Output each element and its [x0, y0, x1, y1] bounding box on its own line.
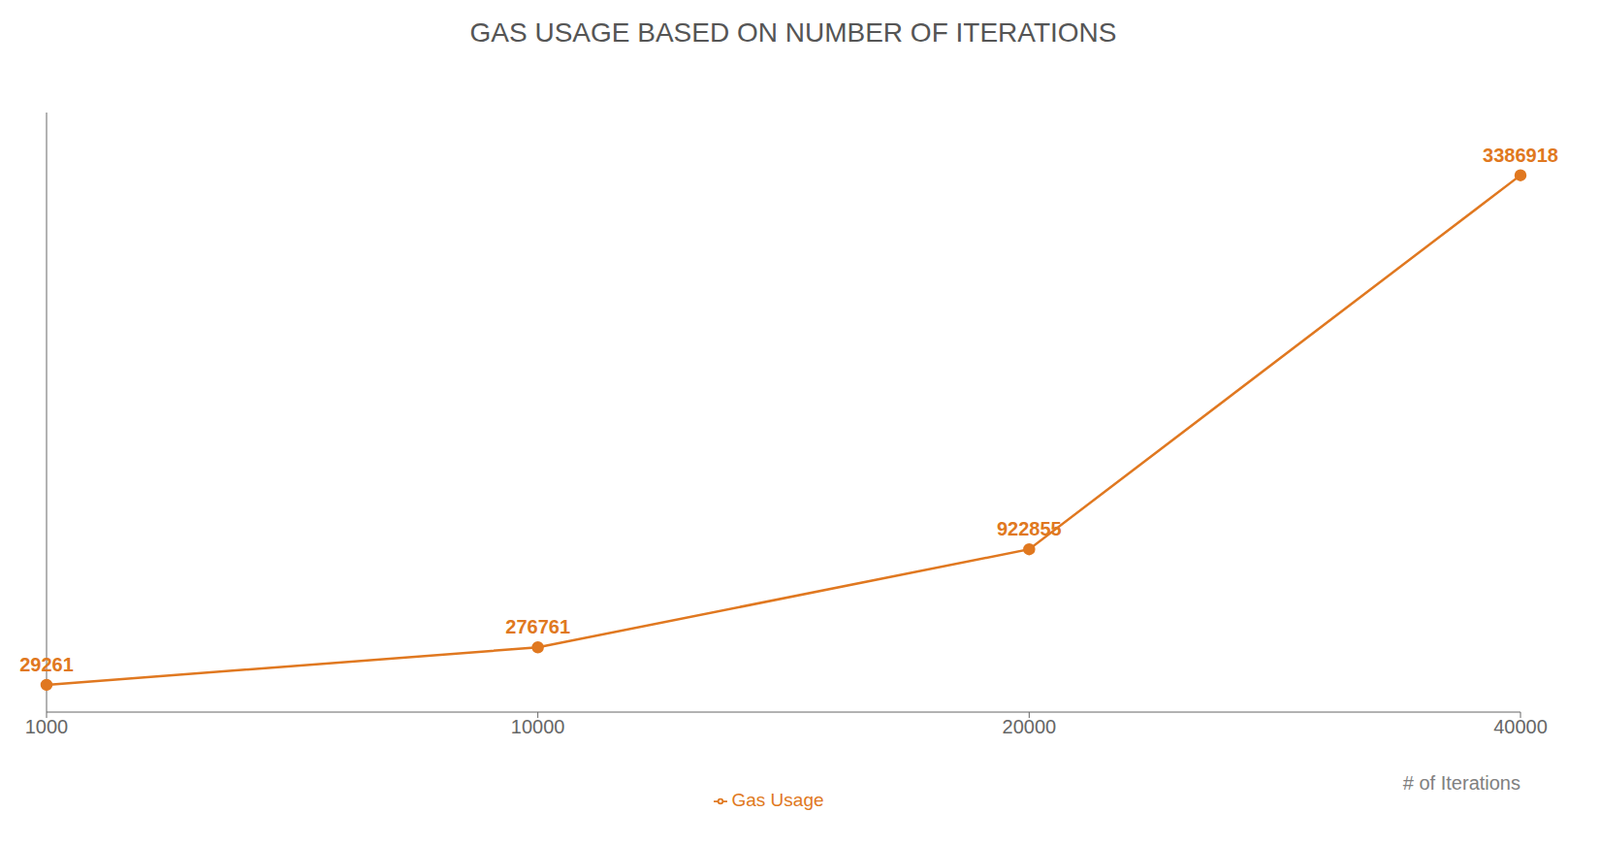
- svg-text:# of Iterations: # of Iterations: [1403, 771, 1521, 794]
- html-text:GAS USAGE BASED ON NUMBER OF I: GAS USAGE BASED ON NUMBER OF ITERATIONS: [469, 17, 1117, 48]
- svg-text:1000: 1000: [25, 715, 69, 737]
- svg-text:40000: 40000: [1493, 715, 1548, 737]
- svg-text:29261: 29261: [19, 653, 74, 675]
- svg-text:10000: 10000: [511, 715, 566, 737]
- svg-text:276761: 276761: [505, 615, 571, 638]
- svg-text:20000: 20000: [1002, 715, 1057, 737]
- svg-text:922855: 922855: [996, 517, 1062, 540]
- html-text:Gas Usage: Gas Usage: [731, 789, 824, 810]
- svg-text:3386918: 3386918: [1482, 144, 1559, 166]
